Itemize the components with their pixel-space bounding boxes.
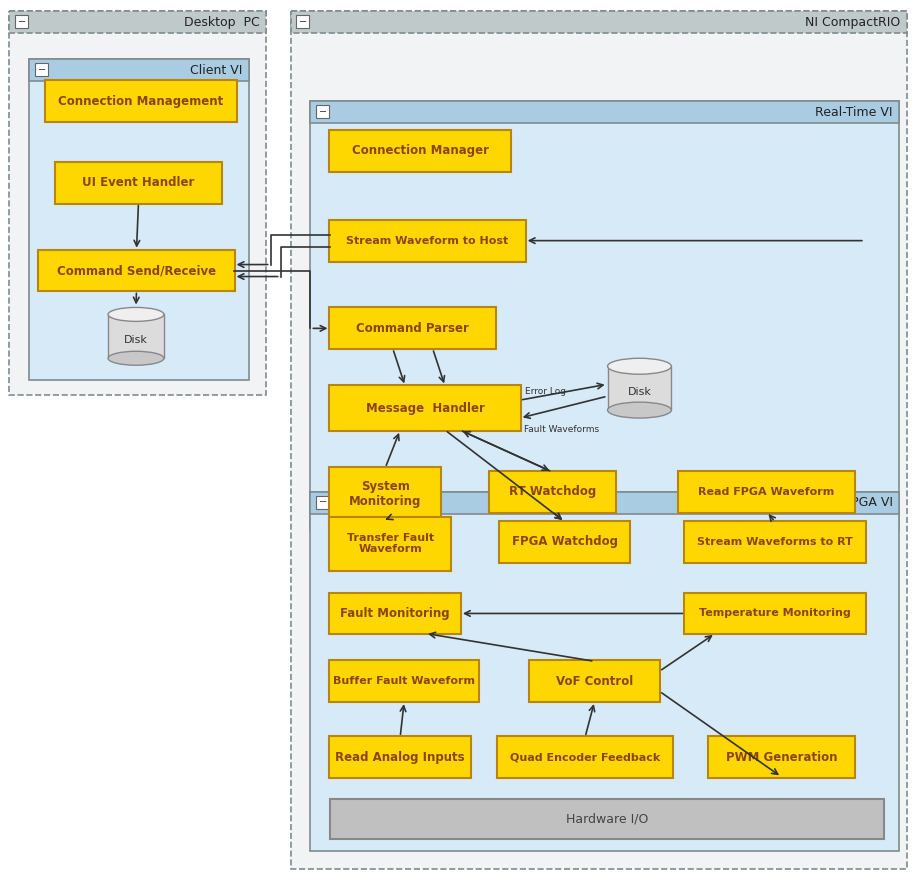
FancyBboxPatch shape [311,101,899,123]
FancyBboxPatch shape [329,517,451,571]
Text: Real-Time VI: Real-Time VI [815,105,892,119]
Text: Message  Handler: Message Handler [366,401,484,415]
FancyBboxPatch shape [9,12,266,395]
Text: Client VI: Client VI [190,64,243,77]
Text: Connection Management: Connection Management [58,95,223,107]
Ellipse shape [607,402,672,418]
FancyBboxPatch shape [329,220,526,261]
Text: Transfer Fault
Waveform: Transfer Fault Waveform [346,532,434,555]
Text: Read Analog Inputs: Read Analog Inputs [335,750,465,764]
Text: −: − [299,17,307,27]
Text: Stream Waveforms to RT: Stream Waveforms to RT [698,537,853,547]
Text: Desktop  PC: Desktop PC [184,16,259,29]
FancyBboxPatch shape [329,660,479,703]
Text: Fault Monitoring: Fault Monitoring [340,607,450,620]
FancyBboxPatch shape [55,162,221,204]
FancyBboxPatch shape [678,471,855,513]
Text: Disk: Disk [628,387,652,397]
FancyBboxPatch shape [329,467,441,521]
Text: −: − [17,17,26,27]
FancyBboxPatch shape [290,12,907,34]
FancyBboxPatch shape [709,736,855,778]
FancyBboxPatch shape [329,736,471,778]
Text: Buffer Fault Waveform: Buffer Fault Waveform [334,676,475,687]
FancyBboxPatch shape [45,80,237,122]
FancyBboxPatch shape [29,59,249,82]
Ellipse shape [108,307,164,322]
FancyBboxPatch shape [108,315,164,358]
FancyBboxPatch shape [528,660,661,703]
FancyBboxPatch shape [297,15,310,28]
Text: FPGA Watchdog: FPGA Watchdog [512,535,618,548]
FancyBboxPatch shape [35,63,48,76]
FancyBboxPatch shape [16,15,28,28]
FancyBboxPatch shape [311,492,899,514]
Text: Fault Waveforms: Fault Waveforms [524,425,599,434]
FancyBboxPatch shape [9,12,266,34]
FancyBboxPatch shape [329,385,521,431]
Text: Hardware I/O: Hardware I/O [566,812,648,826]
Ellipse shape [607,358,672,374]
FancyBboxPatch shape [489,471,616,513]
Text: RT Watchdog: RT Watchdog [508,486,596,498]
Text: Read FPGA Waveform: Read FPGA Waveform [698,486,834,497]
FancyBboxPatch shape [331,799,884,839]
FancyBboxPatch shape [311,101,899,530]
Text: Command Parser: Command Parser [357,322,469,335]
FancyBboxPatch shape [29,59,249,380]
Text: FPGA VI: FPGA VI [844,496,892,509]
Text: −: − [319,497,327,508]
Text: −: − [319,106,327,117]
FancyBboxPatch shape [497,736,674,778]
Text: Command Send/Receive: Command Send/Receive [57,264,216,277]
FancyBboxPatch shape [499,521,630,563]
Text: UI Event Handler: UI Event Handler [83,176,195,190]
FancyBboxPatch shape [329,593,461,634]
FancyBboxPatch shape [329,130,511,172]
Text: System
Monitoring: System Monitoring [349,480,422,508]
Text: PWM Generation: PWM Generation [726,750,837,764]
FancyBboxPatch shape [685,593,866,634]
Text: Temperature Monitoring: Temperature Monitoring [699,609,851,618]
FancyBboxPatch shape [39,250,234,291]
FancyBboxPatch shape [607,366,672,410]
Text: Quad Encoder Feedback: Quad Encoder Feedback [510,752,660,762]
Text: VoF Control: VoF Control [556,675,633,688]
Ellipse shape [108,351,164,365]
Text: −: − [38,65,46,74]
FancyBboxPatch shape [329,307,496,349]
FancyBboxPatch shape [316,105,329,118]
Text: Disk: Disk [124,335,148,346]
FancyBboxPatch shape [290,12,907,868]
FancyBboxPatch shape [316,496,329,509]
Text: Connection Manager: Connection Manager [352,144,489,158]
FancyBboxPatch shape [311,492,899,851]
Text: Error Log: Error Log [525,387,566,396]
FancyBboxPatch shape [685,521,866,563]
Text: NI CompactRIO: NI CompactRIO [805,16,901,29]
Text: Stream Waveform to Host: Stream Waveform to Host [346,236,509,245]
